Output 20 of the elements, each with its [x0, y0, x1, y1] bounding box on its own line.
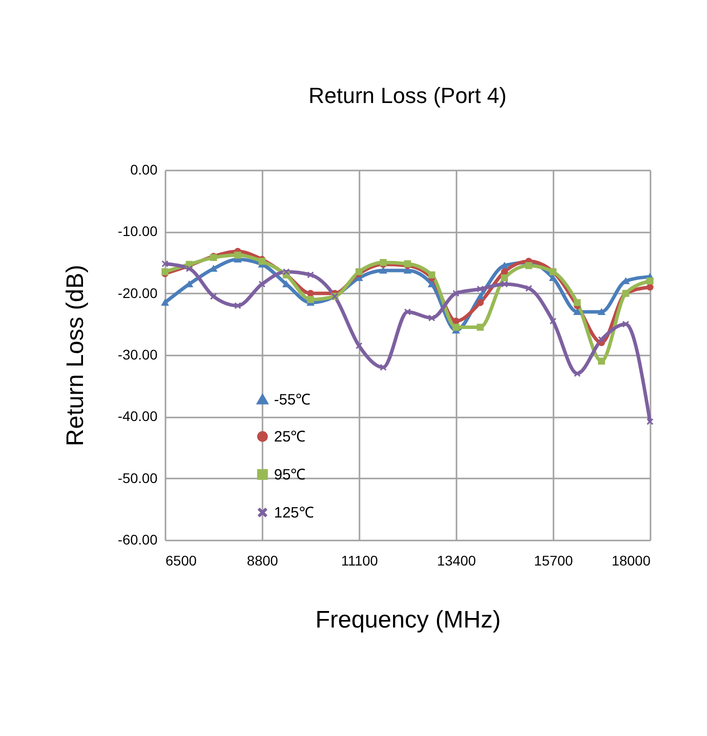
x-axis-title: Frequency (MHz) — [315, 606, 501, 634]
y-tick-label: -20.00 — [118, 284, 158, 301]
y-tick-label: -50.00 — [118, 470, 158, 486]
x-tick-label: 18000 — [612, 552, 651, 568]
chart-title: Return Loss (Port 4) — [308, 83, 507, 108]
legend-label: 95℃ — [274, 466, 306, 484]
x-tick-label: 6500 — [166, 552, 197, 568]
legend-label: 25℃ — [274, 428, 306, 446]
legend-label: -55℃ — [274, 392, 311, 408]
x-tick-label: 11100 — [341, 552, 378, 568]
y-tick-label: -10.00 — [118, 223, 158, 240]
legend-label: 125℃ — [274, 504, 314, 522]
x-tick-label: 13400 — [437, 552, 476, 568]
y-tick-label: -30.00 — [118, 346, 158, 362]
y-tick-label: -40.00 — [118, 408, 158, 424]
y-axis-title: Return Loss (dB) — [62, 264, 89, 446]
x-tick-label: 15700 — [534, 552, 574, 568]
y-tick-label: 0.00 — [130, 162, 158, 178]
x-tick-label: 8800 — [246, 552, 278, 568]
y-tick-label: -60.00 — [118, 532, 158, 548]
